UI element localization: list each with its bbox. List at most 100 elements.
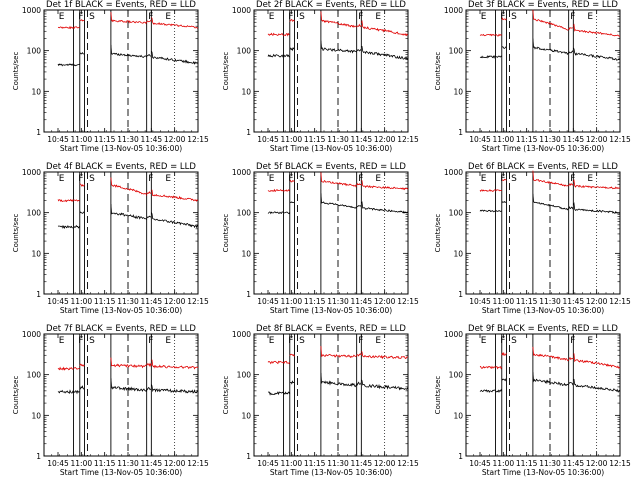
x-tick-label: 11:00 — [281, 135, 303, 144]
x-tick-label: 12:15 — [609, 135, 631, 144]
segment-label: F — [358, 12, 363, 22]
x-axis-label: Start Time (13-Nov-05 10:36:00) — [60, 144, 182, 153]
x-tick-label: 11:00 — [71, 459, 93, 468]
y-tick-label: 100 — [237, 371, 252, 380]
x-tick-label: 12:00 — [586, 459, 608, 468]
series-line — [267, 360, 284, 365]
series-line — [110, 44, 148, 59]
detector-panel: Det 6f BLACK = Events, RED = LLD 1 10 100 10… — [434, 162, 631, 315]
series-line — [146, 386, 152, 391]
x-tick-label: 10:45 — [469, 459, 491, 468]
y-tick-label: 1000 — [22, 168, 41, 177]
y-tick-label: 1 — [246, 290, 251, 299]
series-line — [356, 381, 362, 386]
series-line — [501, 378, 507, 382]
series-line — [320, 372, 358, 388]
x-tick-label: 11:45 — [141, 459, 163, 468]
series-line — [572, 202, 621, 214]
series-line — [57, 389, 74, 395]
y-tick-label: 10 — [241, 411, 251, 420]
segment-label: F — [148, 336, 153, 346]
series-line — [283, 211, 291, 215]
panel-title: Det 1f BLACK = Events, RED = LLD — [46, 0, 196, 10]
y-tick-label: 100 — [449, 371, 464, 380]
y-axis-label: Counts/sec — [434, 52, 442, 91]
series-line — [79, 19, 85, 22]
x-tick-label: 10:45 — [47, 297, 69, 306]
series-line — [356, 48, 362, 52]
series-line — [320, 193, 358, 209]
series-line — [110, 357, 147, 369]
segment-label: F — [288, 12, 293, 22]
series-line — [320, 346, 358, 359]
segment-label: S — [511, 174, 517, 184]
series-line — [73, 389, 80, 395]
segment-label: E — [375, 174, 381, 184]
series-line — [532, 372, 569, 387]
series-line — [361, 351, 409, 360]
series-line — [568, 356, 574, 360]
series-line — [289, 353, 295, 357]
detector-panel: Det 7f BLACK = Events, RED = LLD 1 10 100 10… — [12, 324, 209, 477]
series-line — [361, 201, 409, 214]
segment-label: F — [500, 12, 505, 22]
x-tick-label: 11:45 — [141, 297, 163, 306]
y-tick-label: 10 — [31, 249, 41, 258]
y-tick-label: 10 — [453, 249, 463, 258]
series-line — [150, 384, 198, 394]
series-line — [79, 363, 85, 367]
series-line — [361, 379, 409, 391]
segment-label: F — [570, 12, 575, 22]
x-tick-label: 11:30 — [117, 459, 139, 468]
x-tick-label: 11:00 — [493, 135, 515, 144]
series-line — [110, 12, 148, 25]
series-line — [150, 212, 199, 229]
series-line — [320, 172, 357, 188]
segment-label: S — [89, 336, 95, 346]
x-tick-label: 10:45 — [469, 297, 491, 306]
x-tick-label: 11:30 — [327, 297, 349, 306]
series-line — [267, 211, 284, 215]
series-line — [479, 55, 496, 59]
series-line — [361, 180, 409, 191]
series-line — [283, 32, 290, 37]
segment-label: E — [481, 174, 487, 184]
series-line — [151, 359, 199, 370]
segment-label: S — [511, 336, 517, 346]
x-axis-label: Start Time (13-Nov-05 10:36:00) — [270, 144, 392, 153]
detector-panel: Det 4f BLACK = Events, RED = LLD 1 10 100 10… — [12, 162, 209, 315]
segment-label: S — [511, 12, 517, 22]
series-line — [532, 9, 569, 31]
series-line — [151, 189, 199, 202]
y-tick-label: 100 — [237, 47, 252, 56]
series-line — [532, 346, 569, 362]
segment-label: E — [481, 12, 487, 22]
x-tick-label: 11:30 — [539, 459, 561, 468]
series-line — [57, 366, 74, 371]
segment-label: E — [269, 336, 275, 346]
series-line — [73, 224, 81, 229]
x-tick-label: 11:00 — [71, 135, 93, 144]
series-line — [501, 178, 507, 182]
y-tick-label: 10 — [241, 249, 251, 258]
series-line — [289, 201, 295, 204]
y-tick-label: 100 — [27, 209, 42, 218]
series-line — [532, 193, 569, 211]
segment-label: F — [78, 174, 83, 184]
y-tick-label: 10 — [453, 411, 463, 420]
x-tick-label: 12:00 — [374, 297, 396, 306]
x-tick-label: 10:45 — [257, 459, 279, 468]
x-tick-label: 11:15 — [304, 135, 326, 144]
detector-panel: Det 1f BLACK = Events, RED = LLD 1 10 100 10… — [12, 0, 209, 153]
segment-label: E — [59, 12, 65, 22]
panel-title: Det 6f BLACK = Events, RED = LLD — [468, 162, 618, 172]
series-line — [501, 46, 507, 49]
segment-label: F — [78, 336, 83, 346]
y-tick-label: 100 — [449, 209, 464, 218]
x-axis-label: Start Time (13-Nov-05 10:36:00) — [60, 306, 182, 315]
segment-label: E — [587, 12, 593, 22]
series-line — [146, 362, 152, 368]
y-axis-label: Counts/sec — [434, 376, 442, 415]
panel-title: Det 9f BLACK = Events, RED = LLD — [468, 324, 618, 334]
